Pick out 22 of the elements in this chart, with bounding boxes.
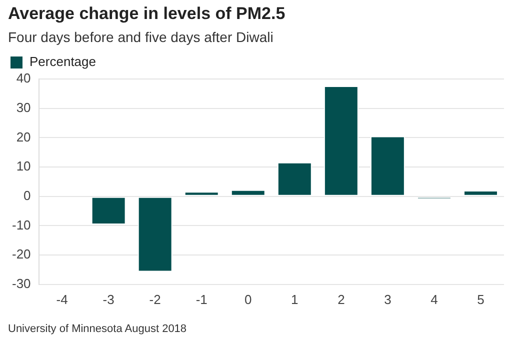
x-tick-label: 0 — [244, 292, 252, 307]
y-tick-label: -10 — [12, 217, 31, 232]
chart-subtitle: Four days before and five days after Diwali — [8, 29, 274, 45]
x-tick-label: 5 — [477, 292, 484, 307]
chart-title: Average change in levels of PM2.5 — [8, 4, 286, 24]
y-tick-label: 30 — [16, 100, 31, 115]
legend-label: Percentage — [30, 54, 96, 70]
text: University of Minnesota August 2018 — [8, 323, 187, 335]
y-tick-label: 40 — [16, 70, 31, 86]
x-tick-label: 4 — [430, 292, 438, 307]
x-tick-label: -4 — [56, 292, 68, 307]
y-tick-label: 10 — [16, 158, 31, 174]
y-tick-label: 20 — [16, 129, 31, 144]
x-tick-label: 3 — [384, 292, 392, 307]
x-tick-label: -1 — [196, 292, 208, 307]
y-tick-label: -20 — [12, 246, 31, 262]
x-tick-label: -2 — [149, 292, 161, 307]
y-tick-label: 0 — [24, 188, 31, 203]
x-tick-label: -3 — [102, 292, 114, 307]
y-tick-label: -30 — [12, 276, 31, 291]
x-tick-label: 1 — [291, 292, 298, 307]
x-tick-label: 2 — [338, 292, 345, 307]
